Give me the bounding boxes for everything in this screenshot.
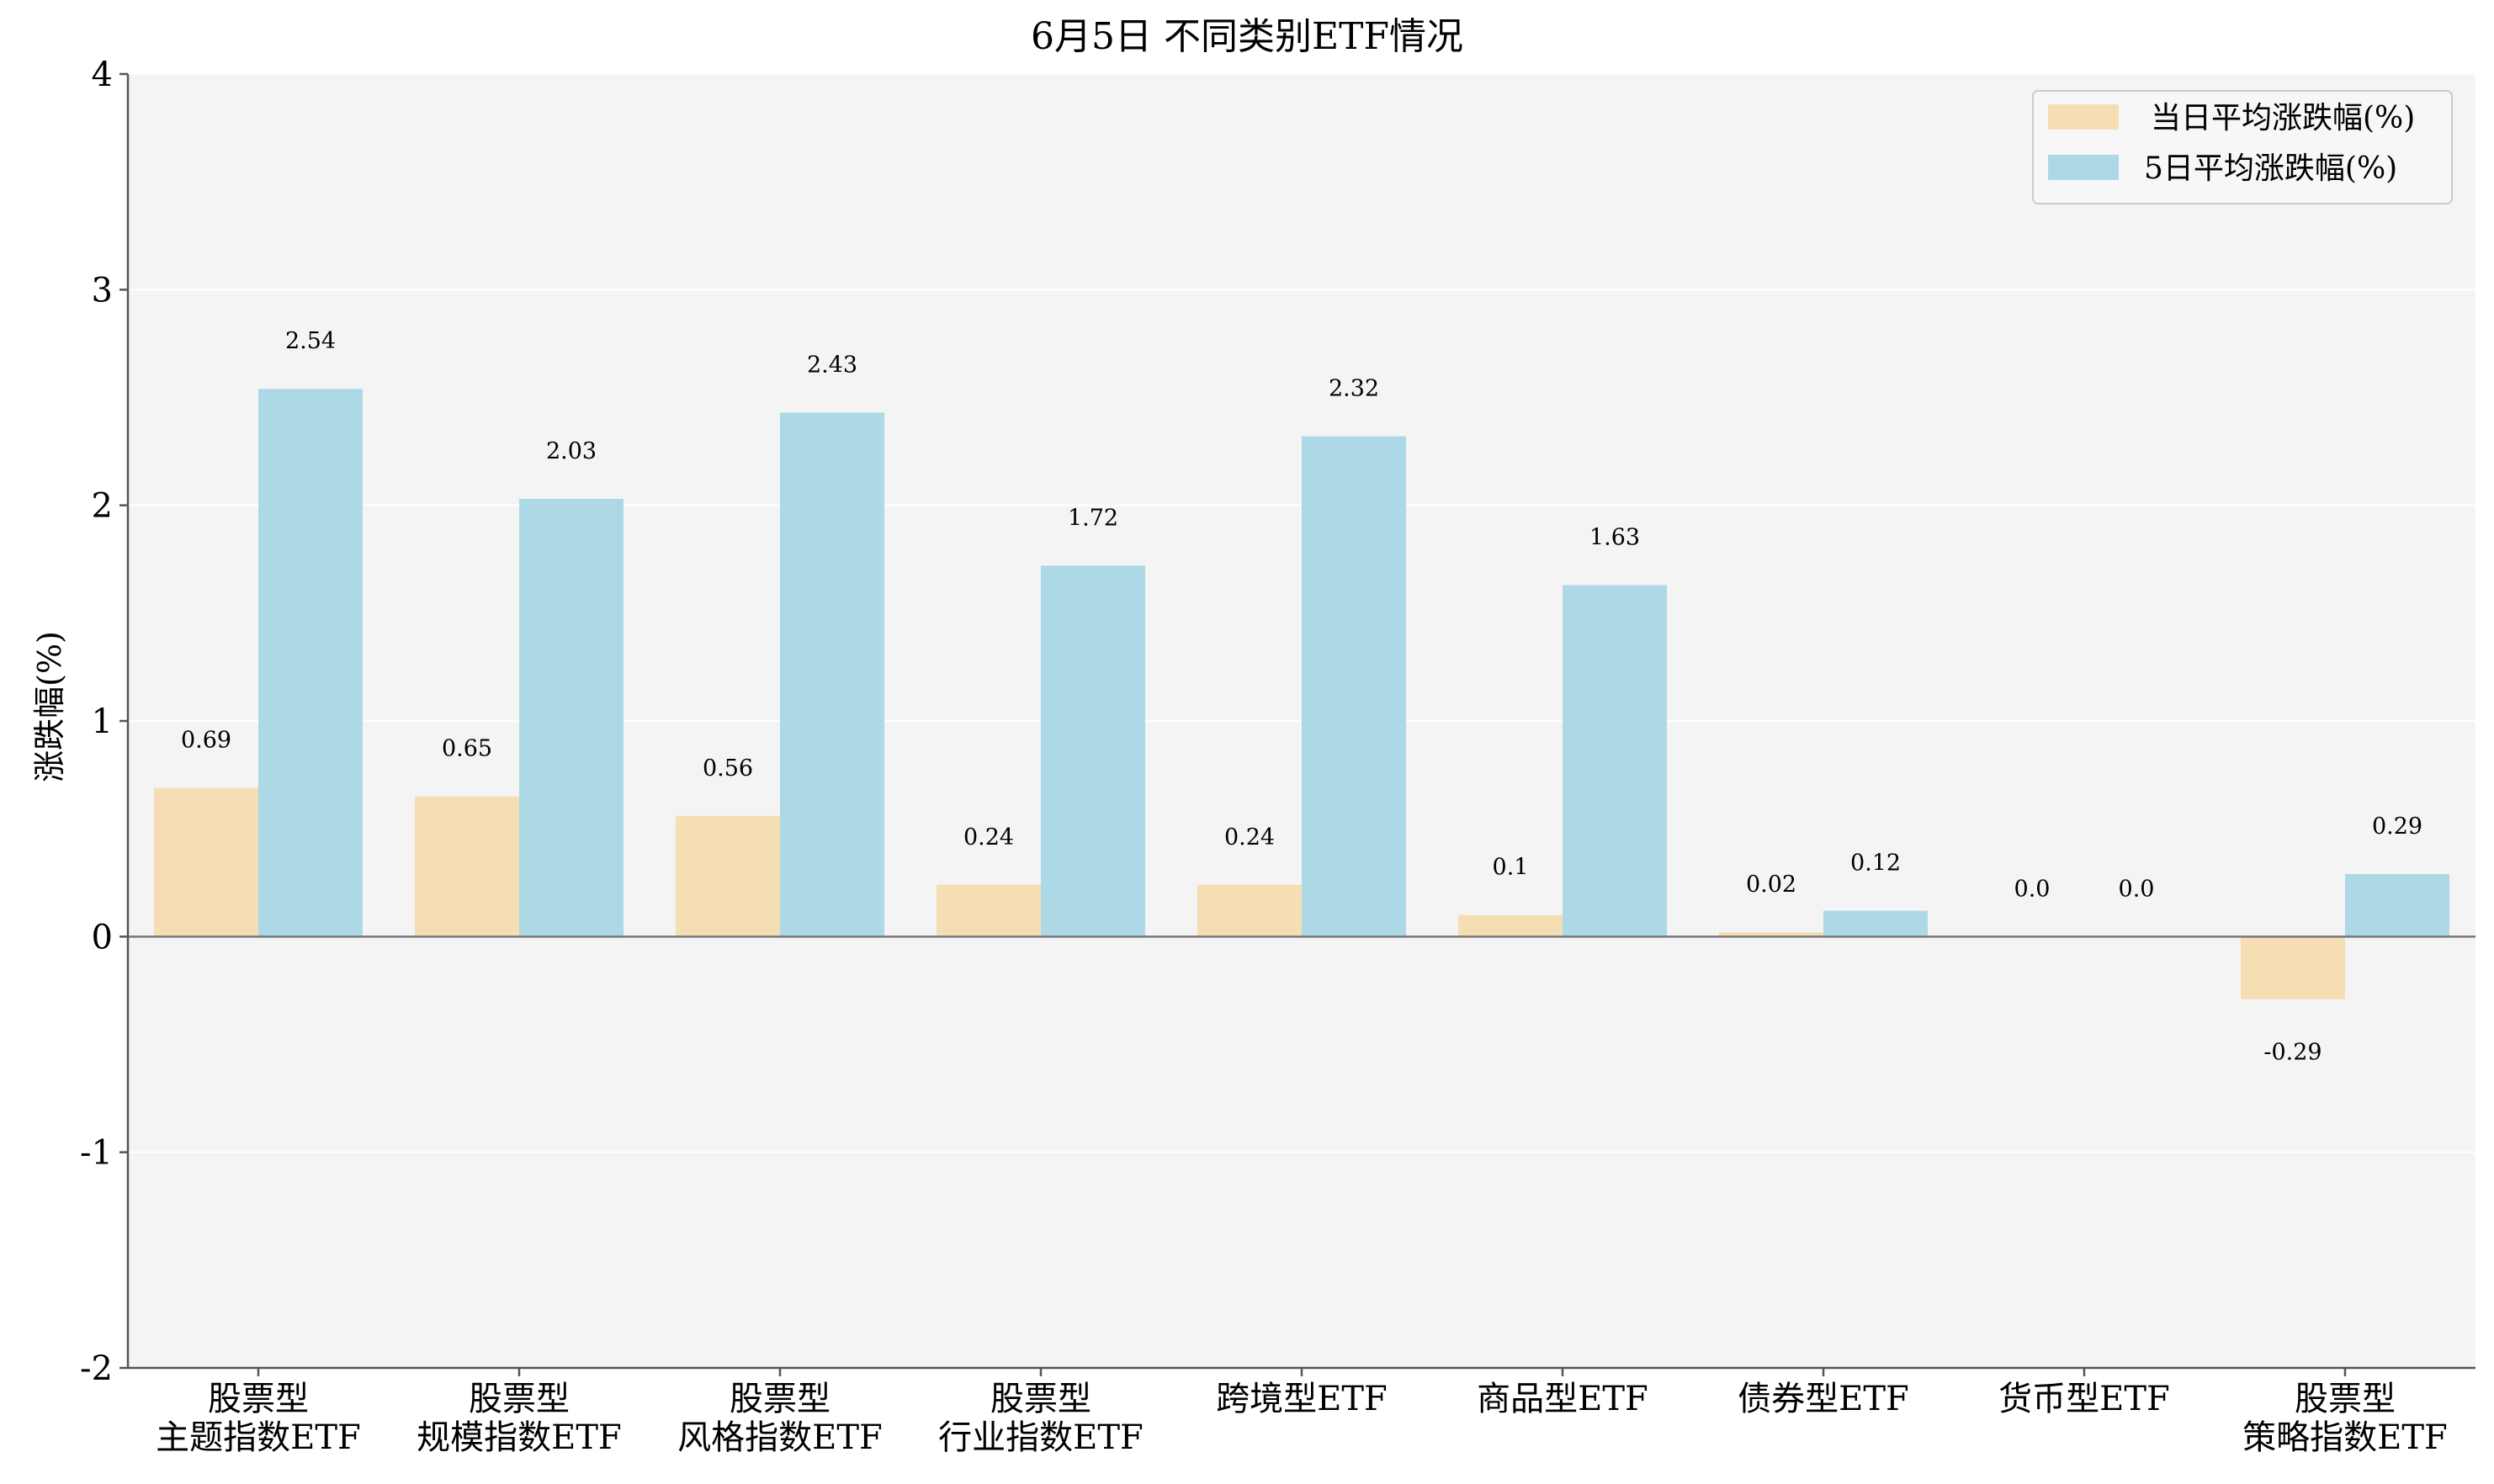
x-tick-label: 商品型ETF bbox=[1477, 1380, 1648, 1418]
legend-swatch-daily bbox=[2048, 104, 2119, 130]
x-tick-label: 股票型 bbox=[208, 1380, 309, 1418]
legend-label-daily: 当日平均涨跌幅(%) bbox=[2151, 101, 2415, 135]
x-tick-label: 股票型 bbox=[2295, 1380, 2396, 1418]
x-tick-label: 股票型 bbox=[730, 1380, 830, 1418]
x-tick-label: 主题指数ETF bbox=[156, 1418, 361, 1457]
bar-5day bbox=[1041, 565, 1145, 937]
x-ticks: 股票型主题指数ETF股票型规模指数ETF股票型风格指数ETF股票型行业指数ETF… bbox=[156, 1368, 2448, 1457]
x-tick-label: 规模指数ETF bbox=[417, 1418, 622, 1457]
bar-daily bbox=[1458, 914, 1563, 937]
bar-daily bbox=[415, 796, 519, 937]
x-tick-label: 货币型ETF bbox=[1998, 1380, 2170, 1418]
y-tick-label: 2 bbox=[92, 487, 113, 526]
x-tick-label: 债券型ETF bbox=[1738, 1380, 1909, 1418]
x-tick-label: 风格指数ETF bbox=[677, 1418, 883, 1457]
y-tick-label: -2 bbox=[80, 1349, 113, 1388]
data-label-5day: 1.72 bbox=[1068, 505, 1118, 531]
data-label-5day: 2.03 bbox=[546, 438, 597, 464]
chart-title: 6月5日 不同类别ETF情况 bbox=[1031, 15, 1463, 58]
bar-5day bbox=[1563, 585, 1667, 937]
data-label-5day: 2.54 bbox=[285, 328, 336, 354]
x-tick-label: 股票型 bbox=[469, 1380, 570, 1418]
bar-5day bbox=[1302, 436, 1406, 937]
y-tick-label: 0 bbox=[92, 918, 113, 957]
y-tick-label: -1 bbox=[80, 1134, 113, 1173]
bar-daily bbox=[154, 787, 258, 937]
y-tick-label: 3 bbox=[92, 271, 113, 310]
data-label-daily: 0.1 bbox=[1493, 855, 1529, 881]
data-label-daily: 0.24 bbox=[1224, 824, 1275, 851]
y-axis-label: 涨跌幅(%) bbox=[31, 631, 68, 782]
bar-daily bbox=[1719, 932, 1823, 937]
data-label-daily: 0.69 bbox=[181, 727, 231, 753]
data-label-5day: 0.29 bbox=[2372, 814, 2422, 840]
legend-label-5day: 5日平均涨跌幅(%) bbox=[2144, 151, 2397, 186]
data-label-daily: 0.02 bbox=[1746, 872, 1796, 898]
x-tick-label: 策略指数ETF bbox=[2242, 1418, 2448, 1457]
bar-5day bbox=[519, 498, 624, 937]
data-label-5day: 0.0 bbox=[2119, 876, 2155, 902]
data-label-5day: 1.63 bbox=[1589, 525, 1640, 551]
data-label-daily: 0.24 bbox=[963, 824, 1014, 851]
bar-5day bbox=[1823, 910, 1928, 937]
x-tick-label: 股票型 bbox=[990, 1380, 1091, 1418]
bar-5day bbox=[258, 389, 363, 937]
legend-box bbox=[2032, 90, 2453, 204]
data-label-daily: 0.65 bbox=[442, 736, 492, 762]
data-label-5day: 0.12 bbox=[1850, 851, 1901, 877]
data-label-5day: 2.32 bbox=[1329, 376, 1379, 402]
y-tick-label: 1 bbox=[92, 702, 113, 741]
x-tick-label: 行业指数ETF bbox=[938, 1418, 1144, 1457]
legend-swatch-5day bbox=[2048, 155, 2119, 180]
data-label-daily: 0.56 bbox=[703, 755, 753, 782]
bars bbox=[154, 389, 2449, 999]
data-label-5day: 2.43 bbox=[807, 352, 857, 378]
bar-daily bbox=[676, 815, 780, 937]
bar-daily bbox=[2241, 936, 2345, 999]
y-ticks: 4 3 2 1 0 -1 -2 bbox=[80, 56, 128, 1388]
bar-5day bbox=[780, 412, 884, 937]
bar-labels: 0.69 2.54 0.65 2.03 0.56 2.43 0.24 1.72 0.24 2.32… bbox=[181, 328, 2422, 1065]
bar-daily bbox=[1197, 884, 1302, 937]
bar-5day bbox=[2345, 873, 2449, 937]
data-label-daily: -0.29 bbox=[2263, 1040, 2322, 1066]
x-tick-label: 跨境型ETF bbox=[1216, 1380, 1388, 1418]
y-tick-label: 4 bbox=[92, 56, 113, 94]
bar-daily bbox=[937, 884, 1041, 937]
legend: 当日平均涨跌幅(%) 5日平均涨跌幅(%) bbox=[2032, 90, 2453, 204]
data-label-daily: 0.0 bbox=[2014, 876, 2051, 902]
